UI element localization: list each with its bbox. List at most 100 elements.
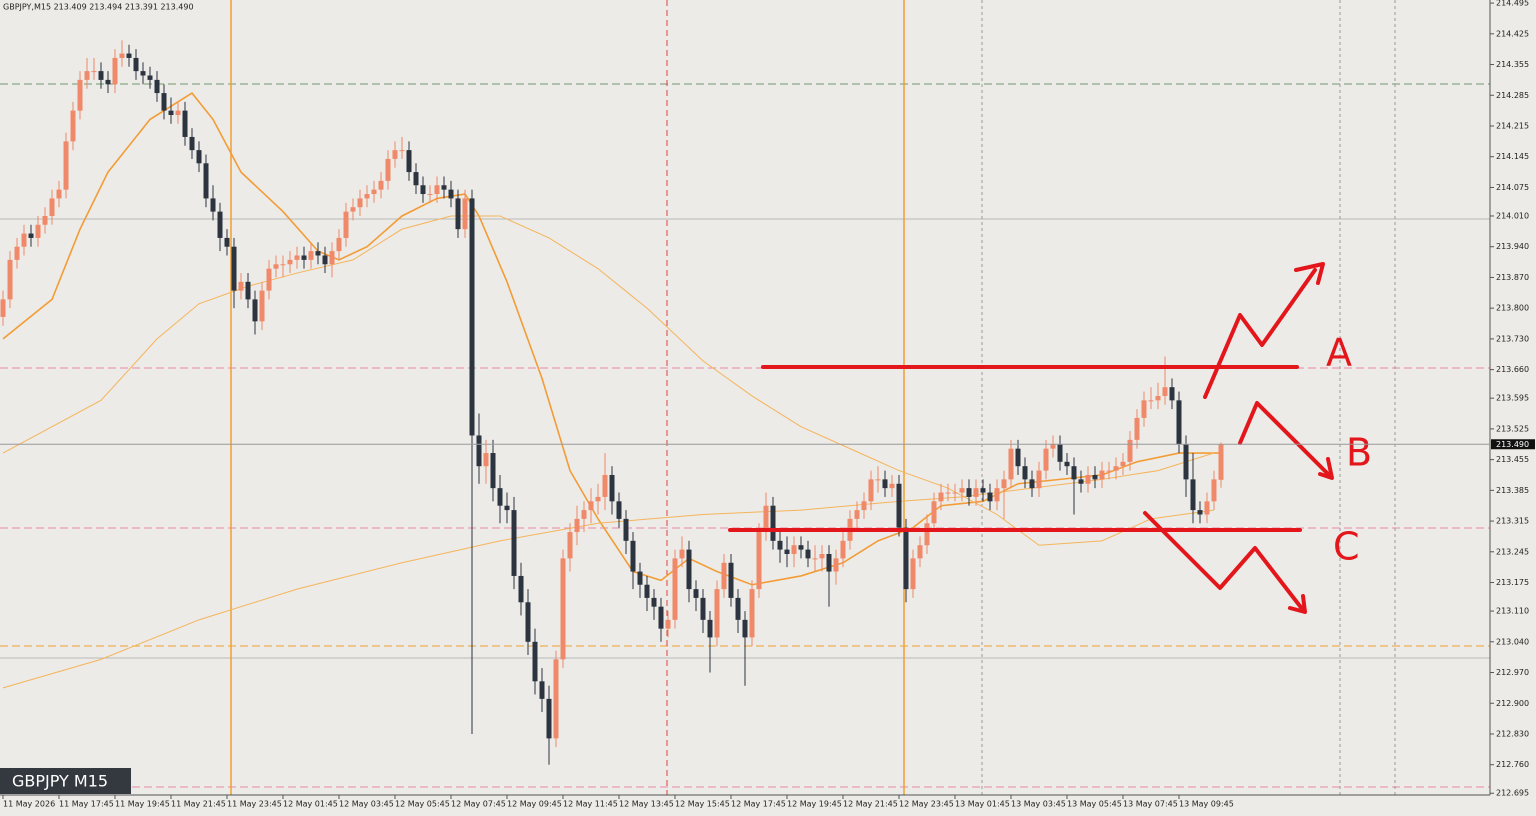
- candle-body: [70, 110, 76, 142]
- candle-body: [406, 150, 412, 173]
- candle-body: [154, 79, 160, 94]
- candle-body: [1148, 400, 1154, 402]
- candle-body: [784, 549, 790, 554]
- y-tick-label: 212.900: [1496, 699, 1529, 708]
- candle-body: [1099, 470, 1105, 480]
- x-tick-label: 13 May 05:45: [1067, 800, 1122, 809]
- candle-body: [364, 194, 370, 199]
- candle-body: [826, 553, 832, 572]
- candle-body: [854, 510, 860, 519]
- x-tick-label: 13 May 09:45: [1179, 800, 1234, 809]
- candle-body: [623, 518, 629, 541]
- x-tick-label: 12 May 03:45: [339, 800, 394, 809]
- candle-body: [644, 584, 650, 598]
- candle-body: [112, 57, 118, 85]
- candle-body: [553, 659, 559, 739]
- candle-body: [21, 233, 27, 247]
- candle-body: [1169, 387, 1175, 401]
- candle-body: [0, 299, 6, 317]
- y-tick-label: 213.175: [1496, 578, 1529, 587]
- candle-body: [378, 180, 384, 190]
- y-tick-label: 212.695: [1496, 789, 1529, 798]
- candle-body: [1064, 461, 1070, 467]
- candle-body: [1015, 448, 1021, 467]
- candle-body: [693, 589, 699, 598]
- candle-body: [1162, 387, 1168, 396]
- candle-body: [84, 71, 90, 80]
- candle-body: [77, 79, 83, 111]
- candle-body: [903, 527, 909, 590]
- candle-body: [98, 71, 104, 80]
- candle-body: [630, 540, 636, 572]
- candle-body: [1190, 479, 1196, 511]
- x-tick-label: 11 May 2026: [3, 800, 55, 809]
- candle-body: [1078, 479, 1084, 484]
- candle-body: [959, 488, 965, 493]
- candle-body: [1106, 470, 1112, 472]
- candle-body: [952, 492, 958, 494]
- x-tick-label: 11 May 17:45: [59, 800, 114, 809]
- candle-body: [910, 558, 916, 590]
- x-tick-label: 12 May 17:45: [731, 800, 786, 809]
- candle-body: [721, 562, 727, 590]
- candle-body: [679, 549, 685, 559]
- x-tick-label: 13 May 01:45: [955, 800, 1010, 809]
- candle-body: [259, 290, 265, 322]
- candle-body: [329, 251, 335, 265]
- candle-body: [420, 185, 426, 195]
- badge: GBPJPY M15: [12, 772, 108, 791]
- candle-body: [301, 255, 307, 260]
- candle-body: [462, 198, 468, 230]
- candle-body: [875, 479, 881, 481]
- candle-body: [49, 198, 55, 216]
- candle-body: [532, 641, 538, 682]
- x-tick-label: 11 May 21:45: [171, 800, 226, 809]
- candle-body: [588, 501, 594, 511]
- y-tick-label: 213.525: [1496, 424, 1529, 433]
- x-tick-label: 12 May 19:45: [787, 800, 842, 809]
- candle-body: [210, 198, 216, 212]
- x-tick-label: 13 May 03:45: [1011, 800, 1066, 809]
- y-tick-label: 213.245: [1496, 547, 1529, 556]
- y-tick-label: 214.145: [1496, 152, 1529, 161]
- arrow-range: [1238, 401, 1334, 480]
- candle-body: [882, 479, 888, 489]
- x-tick-label: 12 May 15:45: [675, 800, 730, 809]
- candle-body: [756, 532, 762, 590]
- candle-body: [714, 589, 720, 638]
- candle-body: [343, 211, 349, 238]
- x-tick-label: 12 May 21:45: [843, 800, 898, 809]
- candle-body: [245, 281, 251, 300]
- candle-body: [980, 488, 986, 493]
- candle-body: [497, 488, 503, 506]
- y-tick-label: 214.495: [1496, 0, 1529, 8]
- candle-body: [1043, 448, 1049, 471]
- x-tick-label: 12 May 23:45: [899, 800, 954, 809]
- candle-body: [238, 281, 244, 291]
- candle-body: [819, 553, 825, 559]
- candle-body: [1120, 461, 1126, 467]
- candle-body: [371, 189, 377, 195]
- candle-body: [315, 251, 321, 256]
- candle-body: [224, 237, 230, 247]
- candle-body: [658, 606, 664, 629]
- candle-body: [511, 510, 517, 576]
- candle-body: [840, 540, 846, 559]
- candle-body: [637, 571, 643, 585]
- candle-body: [735, 597, 741, 620]
- candle-body: [399, 150, 405, 152]
- candle-body: [602, 474, 608, 497]
- candle-body: [168, 110, 174, 116]
- y-tick-label: 213.800: [1496, 304, 1529, 313]
- candle-body: [777, 540, 783, 550]
- x-tick-label: 11 May 23:45: [227, 800, 282, 809]
- x-tick-label: 11 May 19:45: [115, 800, 170, 809]
- candle-body: [189, 136, 195, 151]
- y-tick-label: 212.830: [1496, 729, 1529, 738]
- candle-body: [700, 597, 706, 620]
- drawings: [728, 262, 1334, 614]
- candle-body: [987, 492, 993, 502]
- candle-body: [385, 158, 391, 181]
